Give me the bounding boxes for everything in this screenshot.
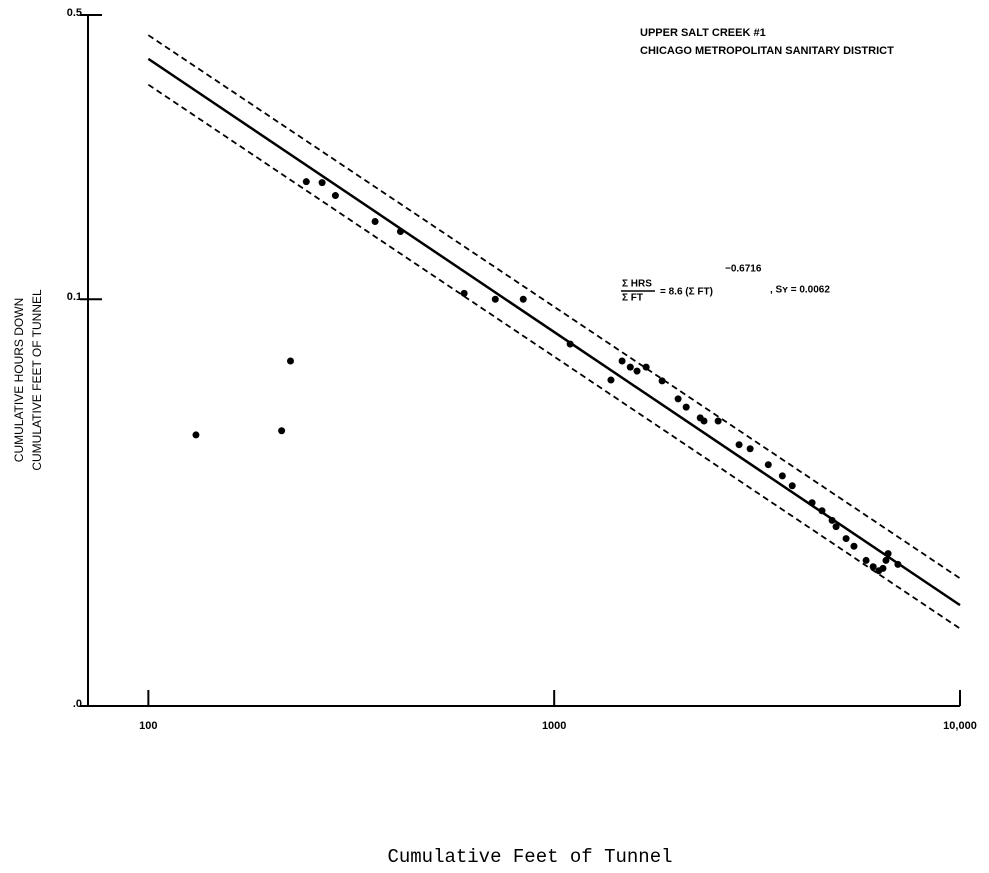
- data-point: [286, 357, 294, 365]
- data-point: [778, 472, 786, 480]
- fit-line: [147, 57, 961, 607]
- equation-exponent: −0.6716: [725, 264, 762, 275]
- equation: = 8.6 (Σ FT): [660, 287, 713, 298]
- y-axis-label: CUMULATIVE HOURS DOWN: [12, 298, 26, 462]
- y-tick-label: 0.1: [67, 291, 82, 303]
- equation-stat: , Sʏ = 0.0062: [770, 285, 830, 296]
- y-tick-label: .0: [73, 698, 82, 710]
- data-point: [788, 482, 796, 490]
- data-point: [869, 563, 877, 571]
- data-point: [850, 542, 858, 550]
- data-point: [519, 295, 527, 303]
- data-point: [818, 507, 826, 515]
- data-point: [879, 564, 887, 572]
- data-point: [884, 550, 892, 558]
- data-point: [658, 377, 666, 385]
- data-point: [682, 403, 690, 411]
- data-point: [318, 179, 326, 187]
- fit-line: [147, 83, 961, 630]
- data-point: [618, 357, 626, 365]
- data-point: [862, 556, 870, 564]
- data-point: [626, 363, 634, 371]
- data-point: [192, 431, 200, 439]
- data-point: [735, 441, 743, 449]
- y-tick-label: 0.5: [67, 7, 82, 19]
- chart-title: UPPER SALT CREEK #1: [640, 27, 766, 39]
- data-point: [882, 556, 890, 564]
- data-point: [828, 516, 836, 524]
- x-tick-label: 100: [139, 720, 157, 732]
- data-point: [566, 340, 574, 348]
- data-point: [764, 461, 772, 469]
- data-point: [746, 445, 754, 453]
- data-point: [714, 417, 722, 425]
- data-point: [832, 523, 840, 531]
- data-point: [842, 535, 850, 543]
- data-point: [642, 363, 650, 371]
- data-point: [633, 367, 641, 375]
- data-point: [700, 417, 708, 425]
- data-point: [674, 395, 682, 403]
- x-tick-label: 10,000: [943, 720, 977, 732]
- data-point: [491, 295, 499, 303]
- equation-numerator: Σ HRS: [622, 279, 652, 290]
- data-point: [808, 499, 816, 507]
- equation-denominator: Σ FT: [622, 293, 643, 304]
- data-point: [371, 218, 379, 226]
- data-point: [460, 289, 468, 297]
- x-axis-label: Cumulative Feet of Tunnel: [387, 846, 672, 868]
- data-point: [278, 427, 286, 435]
- data-point: [331, 192, 339, 200]
- chart-title: CHICAGO METROPOLITAN SANITARY DISTRICT: [640, 45, 894, 57]
- y-axis-label: CUMULATIVE FEET OF TUNNEL: [30, 289, 44, 471]
- fit-line: [147, 34, 961, 580]
- data-point: [302, 178, 310, 186]
- data-point: [607, 376, 615, 384]
- data-point: [396, 227, 404, 235]
- data-point: [894, 560, 902, 568]
- x-tick-label: 1000: [542, 720, 566, 732]
